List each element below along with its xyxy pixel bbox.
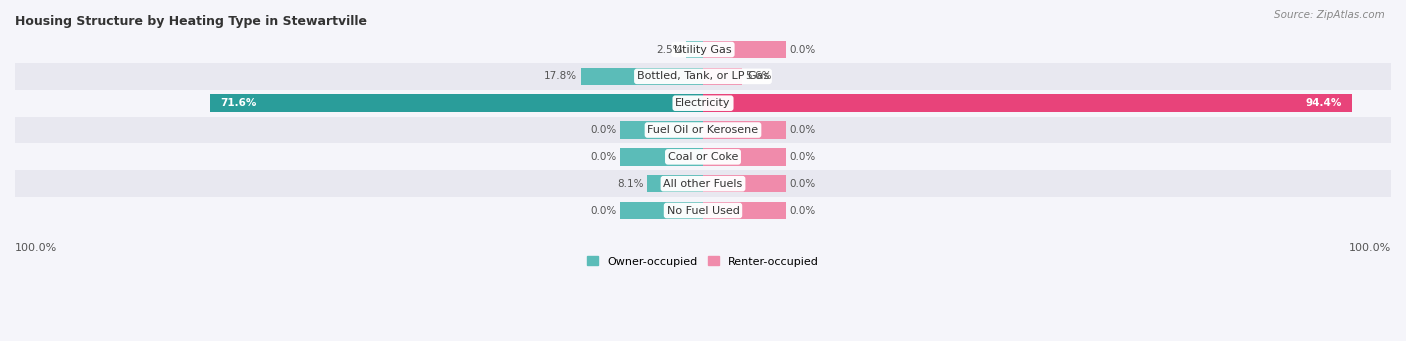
Text: Housing Structure by Heating Type in Stewartville: Housing Structure by Heating Type in Ste… — [15, 15, 367, 28]
Bar — [15, 197, 1391, 224]
Text: 0.0%: 0.0% — [789, 179, 815, 189]
Text: 17.8%: 17.8% — [544, 71, 576, 81]
Text: Coal or Coke: Coal or Coke — [668, 152, 738, 162]
Bar — [703, 41, 786, 58]
Text: Fuel Oil or Kerosene: Fuel Oil or Kerosene — [647, 125, 759, 135]
Text: 2.5%: 2.5% — [655, 45, 682, 55]
Bar — [15, 90, 1391, 117]
Text: 0.0%: 0.0% — [789, 45, 815, 55]
Text: 0.0%: 0.0% — [789, 206, 815, 216]
Text: 100.0%: 100.0% — [1348, 243, 1391, 253]
Text: 71.6%: 71.6% — [221, 98, 257, 108]
Bar — [703, 202, 786, 219]
Text: Bottled, Tank, or LP Gas: Bottled, Tank, or LP Gas — [637, 71, 769, 81]
Bar — [703, 121, 786, 139]
Text: All other Fuels: All other Fuels — [664, 179, 742, 189]
Text: Electricity: Electricity — [675, 98, 731, 108]
Text: 5.6%: 5.6% — [745, 71, 772, 81]
Bar — [647, 175, 703, 192]
Bar — [703, 68, 741, 85]
Bar — [703, 175, 786, 192]
Bar — [703, 94, 1353, 112]
Text: 8.1%: 8.1% — [617, 179, 644, 189]
Text: Utility Gas: Utility Gas — [675, 45, 731, 55]
Text: 0.0%: 0.0% — [591, 152, 617, 162]
Bar — [581, 68, 703, 85]
Bar — [620, 202, 703, 219]
Text: 0.0%: 0.0% — [789, 125, 815, 135]
Text: 0.0%: 0.0% — [591, 206, 617, 216]
Legend: Owner-occupied, Renter-occupied: Owner-occupied, Renter-occupied — [582, 252, 824, 271]
Bar — [620, 148, 703, 166]
Text: 0.0%: 0.0% — [789, 152, 815, 162]
Bar — [620, 121, 703, 139]
Bar — [686, 41, 703, 58]
Text: 0.0%: 0.0% — [591, 125, 617, 135]
Bar — [15, 63, 1391, 90]
Text: No Fuel Used: No Fuel Used — [666, 206, 740, 216]
Text: 100.0%: 100.0% — [15, 243, 58, 253]
Text: 94.4%: 94.4% — [1306, 98, 1343, 108]
Bar — [15, 117, 1391, 144]
Bar — [211, 94, 703, 112]
Bar — [15, 144, 1391, 170]
Bar — [15, 170, 1391, 197]
Text: Source: ZipAtlas.com: Source: ZipAtlas.com — [1274, 10, 1385, 20]
Bar — [15, 36, 1391, 63]
Bar — [703, 148, 786, 166]
